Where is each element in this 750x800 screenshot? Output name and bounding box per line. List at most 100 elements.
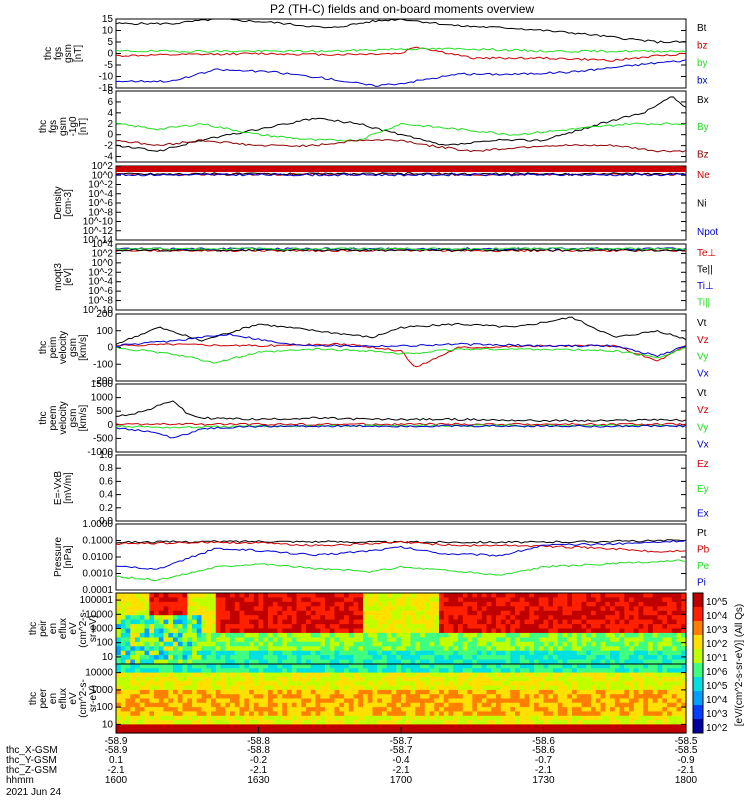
spectrogram-cell	[135, 597, 141, 603]
spectrogram-cell	[149, 698, 155, 704]
spectrogram-cell	[529, 593, 535, 598]
spectrogram-cell	[600, 610, 606, 616]
spectrogram-cell	[149, 624, 155, 630]
spectrogram-cell	[391, 728, 397, 734]
spectrogram-cell	[372, 681, 378, 687]
spectrogram-cell	[382, 672, 388, 678]
spectrogram-cell	[149, 702, 155, 708]
spectrogram-cell	[372, 632, 378, 638]
spectrogram-cell	[624, 672, 630, 678]
spectrogram-cell	[481, 715, 488, 721]
spectrogram-cell	[149, 720, 155, 725]
spectrogram-cell	[282, 601, 288, 607]
spectrogram-cell	[662, 664, 668, 669]
spectrogram-cell	[168, 689, 174, 695]
spectrogram-cell	[158, 646, 165, 652]
spectrogram-cell	[553, 606, 559, 612]
spectrogram-cell	[268, 715, 274, 721]
spectrogram-cell	[496, 664, 502, 669]
spectrogram-cell	[481, 597, 488, 603]
spectrogram-cell	[405, 689, 412, 695]
spectrogram-cell	[595, 720, 602, 725]
spectrogram-cell	[562, 641, 568, 647]
spectrogram-cell	[125, 624, 131, 630]
spectrogram-cell	[329, 685, 336, 691]
spectrogram-cell	[401, 664, 407, 669]
legend-Bz: Bz	[697, 149, 709, 160]
spectrogram-cell	[529, 707, 535, 712]
spectrogram-cell	[353, 619, 359, 625]
spectrogram-cell	[662, 681, 668, 687]
spectrogram-cell	[534, 637, 540, 643]
spectrogram-cell	[168, 668, 174, 674]
spectrogram-cell	[158, 655, 165, 661]
y-tick-label: 10^-2	[88, 267, 113, 278]
spectrogram-cell	[386, 707, 393, 712]
spectrogram-cell	[372, 689, 378, 695]
spectrogram-cell	[163, 685, 169, 691]
spectrogram-cell	[453, 646, 459, 652]
spectrogram-cell	[163, 702, 169, 708]
spectrogram-cell	[206, 610, 212, 616]
spectrogram-cell	[429, 650, 435, 656]
spectrogram-cell	[401, 681, 407, 687]
spectrogram-cell	[277, 689, 283, 695]
spectrogram-cell	[448, 624, 454, 630]
spectrogram-cell	[239, 593, 245, 598]
y-tick-label: 10^-10	[83, 305, 114, 316]
spectrogram-cell	[548, 637, 554, 643]
spectrogram-cell	[548, 707, 554, 712]
series-Vz	[115, 422, 687, 426]
spectrogram-cell	[401, 628, 407, 634]
spectrogram-cell	[638, 632, 644, 638]
spectrogram-cell	[543, 681, 549, 687]
spectrogram-cell	[676, 694, 682, 700]
spectrogram-cell	[382, 632, 388, 638]
spectrogram-cell	[263, 720, 269, 725]
spectrogram-cell	[629, 641, 635, 647]
spectrogram-cell	[320, 637, 326, 643]
spectrogram-cell	[301, 632, 307, 638]
spectrogram-cell	[130, 641, 136, 647]
spectrogram-cell	[524, 641, 530, 647]
spectrogram-cell	[633, 724, 640, 730]
spectrogram-cell	[139, 628, 146, 634]
spectrogram-cell	[538, 650, 545, 656]
spectrogram-cell	[472, 650, 478, 656]
spectrogram-cell	[263, 619, 269, 625]
spectrogram-cell	[491, 659, 497, 665]
spectrogram-cell	[595, 681, 602, 687]
x-row-value: 1800	[675, 775, 698, 786]
spectrogram-cell	[410, 707, 416, 712]
spectrogram-cell	[154, 601, 160, 607]
spectrogram-cell	[272, 615, 279, 621]
spectrogram-cell	[187, 689, 193, 695]
spectrogram-cell	[467, 610, 473, 616]
spectrogram-cell	[605, 637, 611, 643]
spectrogram-cell	[614, 601, 621, 607]
spectrogram-cell	[548, 624, 554, 630]
spectrogram-cell	[116, 624, 122, 630]
spectrogram-cell	[420, 689, 426, 695]
spectrogram-cell	[548, 664, 554, 669]
spectrogram-cell	[287, 707, 293, 712]
spectrogram-cell	[453, 641, 459, 647]
spectrogram-cell	[325, 624, 331, 630]
x-row-value: 1700	[390, 775, 413, 786]
spectrogram-cell	[448, 715, 454, 721]
spectrogram-cell	[263, 676, 269, 682]
spectrogram-cell	[339, 720, 345, 725]
spectrogram-cell	[244, 628, 250, 634]
spectrogram-cell	[519, 593, 526, 598]
spectrogram-cell	[605, 659, 611, 665]
spectrogram-cell	[386, 597, 393, 603]
spectrogram-cell	[253, 702, 260, 708]
spectrogram-cell	[448, 664, 454, 669]
spectrogram-cell	[676, 650, 682, 656]
spectrogram-cell	[638, 724, 644, 730]
spectrogram-cell	[515, 646, 521, 652]
y-tick-label: 10	[102, 652, 114, 663]
spectrogram-cell	[505, 641, 511, 647]
spectrogram-cell	[581, 685, 587, 691]
spectrogram-cell	[125, 641, 131, 647]
